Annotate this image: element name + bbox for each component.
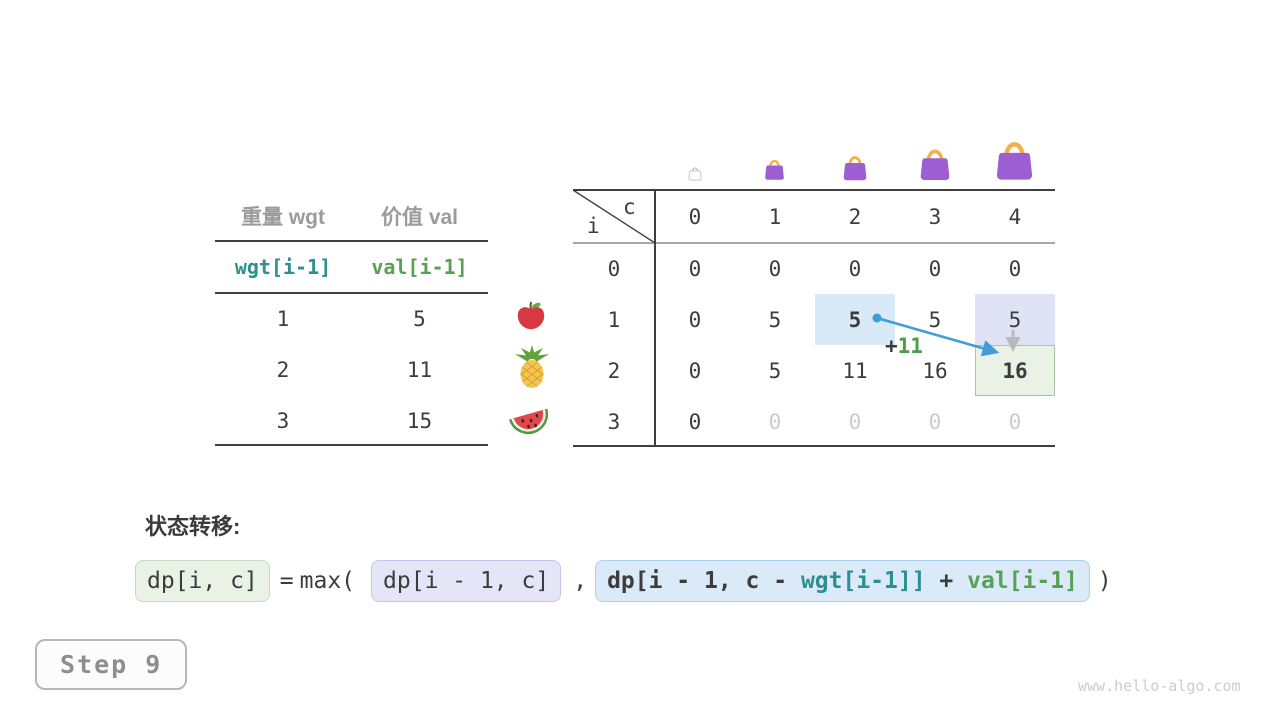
items-index-wgt: wgt[i-1] (234, 255, 332, 279)
dp-col-header-2: 2 (848, 204, 862, 229)
dp-table: c i 0 1 2 3 4 0 0 0 0 0 0 1 0 5 5 5 5 2 … (573, 190, 1055, 447)
dp-cell-0-4: 0 (1008, 256, 1022, 281)
dp-row-header-3: 3 (607, 409, 621, 434)
items-table-index-line (215, 292, 488, 294)
formula-equals: = (279, 568, 294, 594)
dp-table-top-line (573, 189, 1055, 191)
row-variable-label: i (587, 214, 600, 238)
dp-cell-1-2: 5 (848, 307, 862, 332)
watermark: www.hello-algo.com (1078, 677, 1241, 695)
take-plus: + (925, 568, 968, 594)
items-col-header-weight: 重量 wgt (241, 205, 325, 229)
item-3-value: 15 (406, 408, 433, 433)
items-table-bottom-line (215, 444, 488, 446)
large-bag-icon (916, 142, 954, 182)
dp-cell-1-4: 5 (1008, 307, 1022, 332)
largest-bag-icon (991, 133, 1038, 182)
dp-cell-2-4: 16 (1002, 358, 1028, 383)
transition-formula: dp[i, c] = max( dp[i - 1, c] , dp[i - 1,… (135, 558, 1112, 604)
dp-row-header-0: 0 (607, 256, 621, 281)
dp-cell-3-3: 0 (928, 409, 942, 434)
item-1-value: 5 (413, 306, 426, 331)
dp-cell-0-3: 0 (928, 256, 942, 281)
item-2-weight: 2 (276, 357, 290, 382)
watermelon-icon (508, 408, 549, 435)
dp-row-header-2: 2 (607, 358, 621, 383)
dp-cell-0-1: 0 (768, 256, 782, 281)
item-1-weight: 1 (276, 306, 290, 331)
pineapple-icon (515, 345, 549, 388)
dp-cell-3-0: 0 (688, 409, 702, 434)
transition-label: 状态转移: (145, 514, 241, 539)
take-wgt-term: wgt[i-1]] (800, 568, 926, 594)
take-val-term: val[i-1] (967, 568, 1078, 594)
dp-col-header-1: 1 (768, 204, 782, 229)
apple-icon (517, 301, 545, 330)
dp-col-header-0: 0 (688, 204, 702, 229)
items-index-val: val[i-1] (371, 255, 468, 279)
formula-keep-option-box: dp[i - 1, c] (371, 560, 562, 602)
item-2-value: 11 (406, 357, 433, 382)
corner-diagonal-line (573, 190, 655, 243)
dp-corner-cell: c i (573, 190, 655, 243)
take-prefix: dp[i - 1, c - (607, 568, 801, 594)
step-badge: Step 9 (35, 639, 188, 690)
item-3-weight: 3 (276, 408, 290, 433)
dp-cell-0-2: 0 (848, 256, 862, 281)
formula-target-box: dp[i, c] (135, 560, 270, 602)
dp-col-header-4: 4 (1008, 204, 1022, 229)
items-col-header-value: 价值 val (380, 205, 459, 229)
items-table: 重量 wgt 价值 val wgt[i-1] val[i-1] 1 5 2 11… (215, 190, 488, 446)
dp-cell-3-1: 0 (768, 409, 782, 434)
dp-cell-2-2: 11 (842, 358, 868, 383)
dp-table-bottom-line (573, 445, 1055, 447)
medium-bag-icon (840, 150, 870, 182)
items-table-header-line (215, 240, 488, 242)
col-variable-label: c (623, 195, 636, 219)
added-value: 11 (897, 334, 923, 358)
dp-cell-3-4: 0 (1008, 409, 1022, 434)
formula-close-paren: ) (1097, 568, 1112, 594)
dp-cell-1-0: 0 (688, 307, 702, 332)
dp-cell-3-2: 0 (848, 409, 862, 434)
dp-cell-0-0: 0 (688, 256, 702, 281)
plus-sign: + (885, 334, 898, 358)
formula-comma: , (573, 568, 588, 594)
formula-take-option-box: dp[i - 1, c - wgt[i-1]] + val[i-1] (595, 560, 1090, 602)
small-bag-icon (762, 155, 787, 181)
empty-bag-icon (687, 164, 703, 181)
dp-table-header-line (573, 242, 1055, 244)
dp-cell-2-3: 16 (922, 358, 948, 383)
dp-table-vertical-line (654, 189, 656, 447)
dp-cell-2-1: 5 (768, 358, 782, 383)
transition-add-annotation: +11 (885, 334, 923, 358)
dp-col-header-3: 3 (928, 204, 942, 229)
dp-cell-1-1: 5 (768, 307, 782, 332)
dp-cell-2-0: 0 (688, 358, 702, 383)
formula-max-open: max( (299, 568, 356, 594)
dp-row-header-1: 1 (607, 307, 621, 332)
